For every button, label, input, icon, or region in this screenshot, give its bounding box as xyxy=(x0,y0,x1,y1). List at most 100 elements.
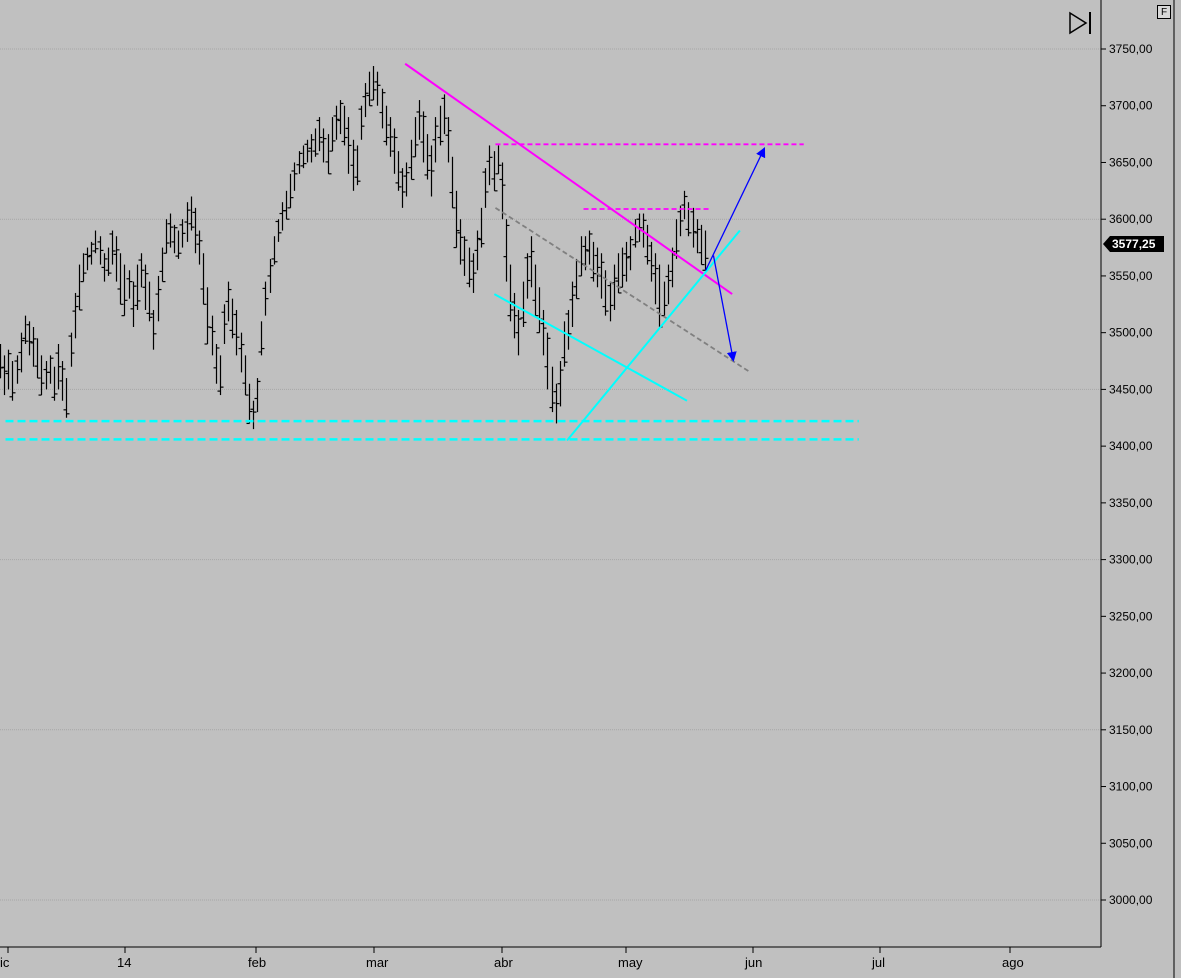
ohlc-bars xyxy=(0,66,709,430)
bearish-arrow xyxy=(712,255,737,362)
ohlc-bar xyxy=(320,128,327,163)
ohlc-bar xyxy=(308,134,315,163)
ohlc-bar xyxy=(150,309,157,350)
ohlc-bar xyxy=(549,366,556,413)
y-tick-label: 3650,00 xyxy=(1109,155,1153,169)
y-tick-label: 3550,00 xyxy=(1109,269,1153,283)
last-price-tag: 3577,25 xyxy=(1103,236,1164,252)
ohlc-bar xyxy=(121,264,128,317)
ohlc-bar xyxy=(366,71,373,107)
y-tick-label: 3300,00 xyxy=(1109,553,1153,567)
ohlc-bar xyxy=(461,236,468,276)
ohlc-bar xyxy=(233,309,240,356)
ohlc-bar xyxy=(109,230,116,265)
ohlc-bar xyxy=(138,253,145,288)
ohlc-bar xyxy=(648,241,655,282)
ohlc-bar xyxy=(698,224,705,266)
ohlc-bar xyxy=(644,224,651,265)
ohlc-bar xyxy=(569,281,576,327)
ohlc-bar xyxy=(30,326,37,367)
ohlc-bar xyxy=(515,309,522,356)
ohlc-bar xyxy=(146,281,153,322)
ohlc-bar xyxy=(553,383,560,424)
ohlc-bar xyxy=(88,241,95,265)
ohlc-bar xyxy=(661,281,668,317)
ohlc-bar xyxy=(486,145,493,186)
ohlc-bar xyxy=(18,332,25,373)
y-tick-label: 3700,00 xyxy=(1109,99,1153,113)
ohlc-bar xyxy=(283,190,290,220)
ohlc-bar xyxy=(97,236,104,265)
ohlc-bar xyxy=(491,151,498,192)
y-tick-label: 3500,00 xyxy=(1109,326,1153,340)
ohlc-bar xyxy=(22,315,29,345)
ohlc-bar xyxy=(130,281,137,327)
ohlc-bar xyxy=(652,253,659,305)
f-button[interactable]: F xyxy=(1157,5,1171,19)
ohlc-bar xyxy=(354,145,361,186)
ohlc-bar xyxy=(217,355,224,396)
ohlc-bar xyxy=(300,145,307,169)
ohlc-bar xyxy=(395,151,402,191)
y-tick-label: 3450,00 xyxy=(1109,382,1153,396)
ohlc-bar xyxy=(345,117,352,174)
ohlc-bar xyxy=(179,219,186,248)
ohlc-bar xyxy=(167,213,174,248)
ohlc-bar xyxy=(341,105,348,146)
ohlc-bar xyxy=(250,400,257,430)
ohlc-bar xyxy=(408,139,415,181)
ohlc-bar xyxy=(279,202,286,231)
ohlc-bar xyxy=(681,190,688,220)
ohlc-bar xyxy=(358,105,365,140)
y-tick-label: 3100,00 xyxy=(1109,780,1153,794)
ohlc-bar xyxy=(184,202,191,242)
ohlc-bar xyxy=(55,344,62,390)
ohlc-bar xyxy=(586,230,593,265)
ohlc-bar xyxy=(0,344,4,379)
x-tick-label: ic xyxy=(0,955,10,970)
ohlc-bar xyxy=(453,190,460,249)
ohlc-bar xyxy=(437,105,444,146)
ohlc-bar xyxy=(59,361,66,401)
ohlc-bar xyxy=(333,105,340,140)
x-axis-ticks: ic 14 feb mar abr may jun jul ago xyxy=(0,947,1024,970)
ohlc-bar xyxy=(607,281,614,322)
grid-lines xyxy=(0,48,1101,901)
ohlc-bar xyxy=(171,224,178,254)
x-tick-label: abr xyxy=(494,955,513,970)
ohlc-bar xyxy=(424,134,431,180)
x-tick-label: mar xyxy=(366,955,389,970)
ohlc-bar xyxy=(482,168,489,208)
ohlc-bar xyxy=(611,264,618,310)
ohlc-bar xyxy=(540,309,547,356)
ohlc-bar xyxy=(532,264,539,317)
ohlc-bar xyxy=(685,202,692,237)
ohlc-bar xyxy=(1,355,8,396)
ohlc-bar xyxy=(43,361,50,390)
ohlc-bar xyxy=(590,241,597,282)
channel-midline-dashed xyxy=(494,207,750,373)
ohlc-bar xyxy=(511,292,518,339)
ohlc-bar xyxy=(391,128,398,174)
y-tick-label: 3400,00 xyxy=(1109,439,1153,453)
ohlc-bar xyxy=(26,321,33,356)
ohlc-bar xyxy=(196,230,203,265)
skip-to-end-icon[interactable] xyxy=(1067,11,1095,35)
ohlc-bar xyxy=(38,355,45,396)
ohlc-bar xyxy=(291,162,298,191)
y-tick-label: 3200,00 xyxy=(1109,666,1153,680)
ohlc-bar xyxy=(296,151,303,174)
ohlc-bar xyxy=(656,264,663,328)
ohlc-bar xyxy=(627,236,634,271)
ohlc-bar xyxy=(565,309,572,350)
y-tick-label: 3050,00 xyxy=(1109,836,1153,850)
ohlc-bar xyxy=(80,253,87,283)
y-tick-label: 3750,00 xyxy=(1109,42,1153,56)
ohlc-bar xyxy=(204,287,211,345)
ohlc-bar xyxy=(287,173,294,209)
ohlc-bar xyxy=(68,332,75,367)
ohlc-bar xyxy=(258,321,265,356)
ohlc-bar xyxy=(14,355,21,384)
ohlc-bar xyxy=(573,258,580,300)
